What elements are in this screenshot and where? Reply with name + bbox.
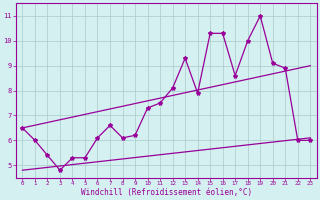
X-axis label: Windchill (Refroidissement éolien,°C): Windchill (Refroidissement éolien,°C) (81, 188, 252, 197)
